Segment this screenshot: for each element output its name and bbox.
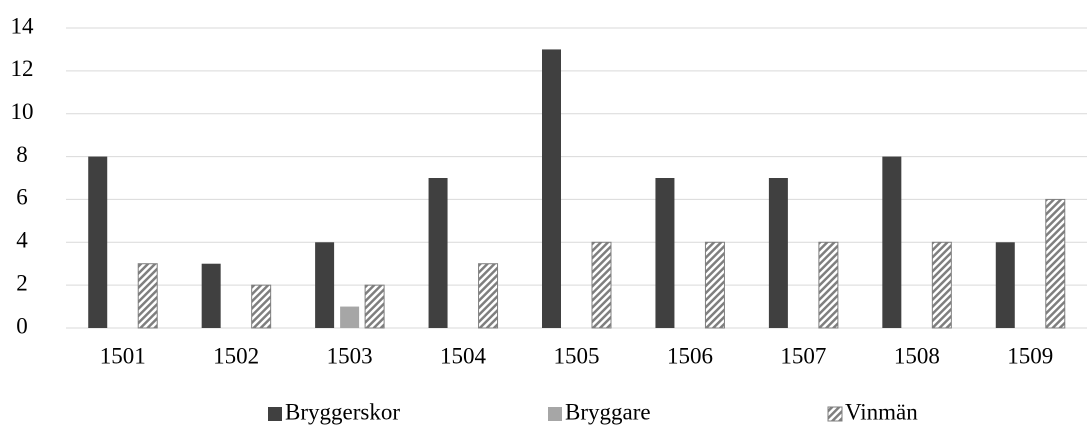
y-tick-label: 12 — [11, 56, 34, 81]
y-tick-label: 4 — [16, 228, 28, 253]
x-tick-label: 1506 — [667, 343, 713, 368]
bar — [137, 263, 158, 329]
bar — [364, 284, 385, 329]
bar — [201, 263, 221, 328]
x-tick-label: 1507 — [780, 343, 826, 368]
legend-label: Vinmän — [845, 399, 918, 424]
x-tick-label: 1502 — [213, 343, 259, 368]
bar — [818, 241, 839, 329]
bar — [704, 241, 725, 329]
legend-swatch — [827, 406, 843, 422]
bar — [340, 306, 360, 328]
x-tick-label: 1504 — [440, 343, 487, 368]
bar — [1045, 198, 1066, 329]
legend-swatch — [268, 407, 282, 421]
bar — [882, 156, 902, 328]
bar — [768, 178, 788, 328]
x-tick-label: 1503 — [327, 343, 373, 368]
x-tick-label: 1505 — [554, 343, 600, 368]
y-tick-label: 14 — [11, 13, 35, 38]
bar — [88, 156, 108, 328]
legend-label: Bryggerskor — [285, 399, 400, 424]
bar — [542, 49, 561, 329]
bar — [251, 284, 272, 329]
x-tick-label: 1508 — [894, 343, 940, 368]
y-tick-label: 8 — [16, 142, 28, 167]
y-tick-label: 2 — [16, 270, 28, 295]
bar — [931, 241, 952, 329]
x-tick-label: 1509 — [1007, 343, 1053, 368]
bar — [591, 241, 612, 329]
y-tick-label: 0 — [16, 313, 28, 338]
y-tick-label: 10 — [11, 99, 34, 124]
legend-swatch — [548, 407, 562, 421]
legend-label: Bryggare — [565, 399, 651, 424]
bar — [478, 263, 499, 329]
bar — [315, 242, 335, 328]
bar — [428, 178, 448, 328]
y-tick-label: 6 — [16, 185, 28, 210]
bar — [655, 178, 675, 328]
x-tick-label: 1501 — [100, 343, 146, 368]
bar — [995, 242, 1015, 328]
